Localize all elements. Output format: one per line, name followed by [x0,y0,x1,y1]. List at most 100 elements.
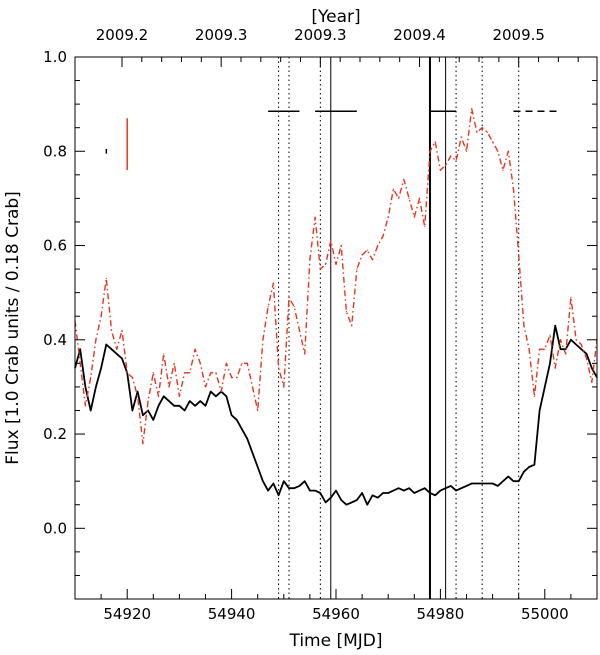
series-0-point [246,438,248,440]
series-0-point [345,504,348,506]
series-0-point [324,501,327,503]
series-0-point [486,482,488,485]
series-0-point [283,480,285,482]
series-1-point [163,353,165,355]
series-1-point [340,244,342,247]
series-0-point [189,400,191,402]
series-0-point [429,492,431,494]
series-0-point [585,353,588,355]
series-0-point [591,367,593,369]
y-tick-label: 0.6 [43,237,67,255]
series-1-point [351,325,353,327]
series-1-point [434,141,436,143]
series-0-point [210,391,212,393]
x-tick-label: 55000 [521,605,569,623]
series-1-point [116,348,118,350]
series-1-point [486,131,488,134]
series-1-point [137,395,139,397]
series-0-point [439,490,441,492]
series-0-point [204,405,207,407]
series-1-point [147,400,149,402]
series-1-point [528,348,530,350]
series-1-point [570,296,572,298]
series-0-point [95,386,97,388]
series-1-point [356,268,358,270]
series-0-point [512,480,515,482]
top-tick-label: 2009.4 [393,26,446,44]
series-0-point [121,358,123,360]
series-0-point [559,348,562,350]
series-0-point [277,494,280,496]
series-0-point [137,391,139,393]
series-0-point [225,395,227,397]
series-1-point [518,254,520,256]
series-0-point [575,343,577,346]
y-tick-label: 0.2 [43,425,67,443]
series-0-point [465,485,468,487]
series-1-point [257,409,259,412]
series-1-point [418,197,421,199]
series-0-point [403,490,405,492]
series-0-point [371,494,374,496]
y-tick-label: 0.0 [43,519,67,537]
series-0-point [340,499,342,501]
series-0-point [298,485,301,487]
series-0-point [272,482,274,485]
series-1-point [90,376,92,379]
series-1-point [126,372,128,374]
series-1-point [366,249,368,251]
x-tick-label: 54960 [312,605,360,623]
series-1-point [565,353,567,355]
series-0-point [549,362,551,364]
series-1-point [131,376,134,379]
series-0-point [445,487,447,489]
series-0-point [251,452,254,454]
series-0-point [199,400,201,402]
series-0-point [492,482,494,485]
top-tick-label: 2009.5 [492,26,545,44]
series-0-point [319,492,321,494]
series-0-point [408,487,410,489]
series-1-point [408,197,410,199]
series-1-point [481,127,483,129]
series-1-point [220,391,222,393]
series-line-1 [74,108,598,445]
series-0-point [110,348,113,350]
series-1-point [251,386,254,388]
series-1-point [533,395,535,397]
series-0-point [100,367,102,369]
series-0-point [382,492,384,494]
series-0-point [476,482,478,485]
series-1-point [298,329,301,331]
series-0-point [351,501,353,503]
series-0-point [267,490,269,492]
series-1-point [110,329,113,331]
series-1-point [591,381,593,383]
series-1-point [178,395,180,397]
series-0-point [471,482,473,485]
series-0-point [236,419,238,421]
series-1-point [445,164,447,166]
series-1-point [335,263,337,265]
series-0-point [554,325,556,327]
series-0-point [533,464,535,466]
series-1-point [215,372,217,374]
series-0-point [413,492,415,494]
series-0-point [241,428,243,430]
series-0-point [377,497,379,499]
series-0-point [84,386,87,388]
series-1-point [429,150,431,152]
series-1-point [157,395,160,397]
series-0-point [424,487,426,489]
x-tick-label: 54940 [208,605,256,623]
y-axis: 0.0 0.2 0.4 0.6 0.8 1.0 [43,48,597,600]
series-1-point [439,169,441,171]
series-1-point [184,372,186,374]
series-1-point [507,150,509,152]
y-tick-label: 0.4 [43,331,67,349]
series-1-point [189,372,191,374]
series-0-point [387,492,389,494]
series-0-point [450,485,452,487]
series-1-point [476,131,478,134]
